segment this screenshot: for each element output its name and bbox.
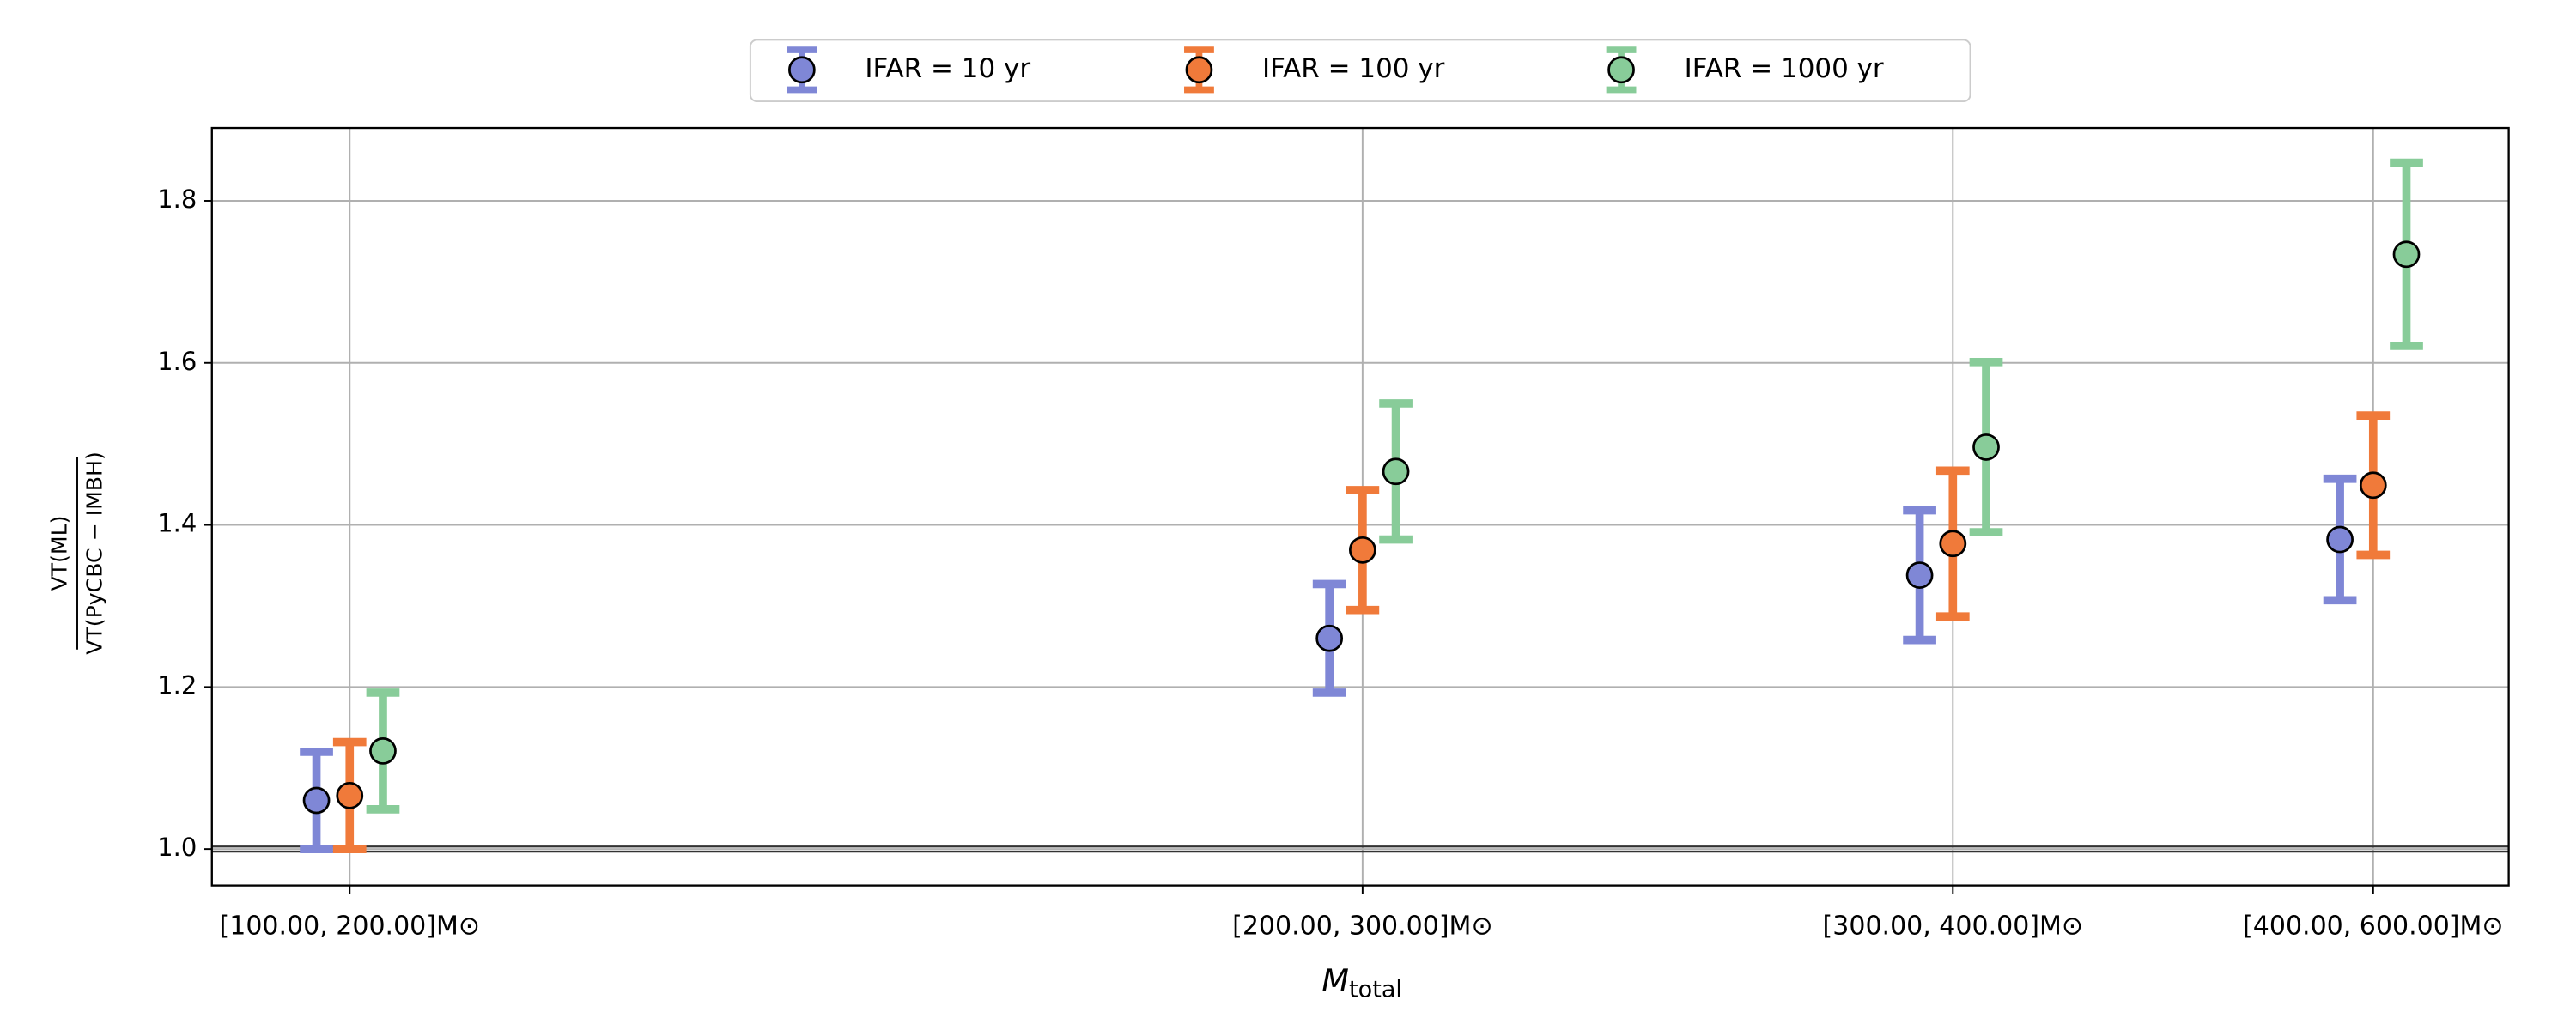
x-label-subscript: total — [1349, 976, 1402, 1003]
y-tick-label: 1.6 — [157, 347, 197, 376]
data-point — [302, 786, 331, 815]
data-point — [336, 781, 364, 809]
legend-icon — [788, 56, 816, 84]
data-point — [369, 737, 397, 765]
x-axis-label: Mtotal — [1321, 961, 1402, 1003]
data-point — [1905, 561, 1934, 589]
data-point — [1348, 536, 1376, 564]
x-tick-label: [100.00, 200.00]M⊙ — [220, 912, 480, 942]
legend-icon — [1607, 56, 1635, 84]
legend-label: IFAR = 10 yr — [865, 53, 1030, 84]
data-point — [2359, 471, 2387, 500]
data-point — [1382, 457, 1410, 486]
y-tick-label: 1.4 — [157, 509, 197, 538]
y-axis-label: VT(ML) VT(PyCBC − IMBH) — [47, 451, 107, 655]
x-tick-label: [300.00, 400.00]M⊙ — [1823, 912, 2083, 942]
grid — [211, 128, 2509, 886]
x-label-symbol: M — [1321, 961, 1349, 998]
y-tick-label: 1.2 — [157, 670, 197, 700]
y-label-denominator: VT(PyCBC − IMBH) — [82, 451, 106, 655]
y-label-numerator: VT(ML) — [47, 516, 72, 591]
data-point — [2326, 525, 2354, 554]
legend-icon — [1185, 56, 1213, 84]
legend: IFAR = 10 yr IFAR = 100 yr IFAR = 1000 yr — [749, 39, 1971, 103]
data-point — [1972, 433, 2000, 461]
legend-label: IFAR = 1000 yr — [1685, 53, 1884, 84]
data-point — [1939, 530, 1967, 558]
data-point — [2392, 240, 2421, 269]
y-tick-label: 1.8 — [157, 185, 197, 214]
x-tick-label: [400.00, 600.00]M⊙ — [2243, 912, 2503, 942]
data-point — [1315, 624, 1344, 652]
legend-label: IFAR = 100 yr — [1262, 53, 1445, 84]
y-tick-label: 1.0 — [157, 833, 197, 862]
legend-box — [749, 39, 1971, 103]
plot-frame — [210, 126, 2510, 887]
x-tick-label: [200.00, 300.00]M⊙ — [1232, 912, 1492, 942]
